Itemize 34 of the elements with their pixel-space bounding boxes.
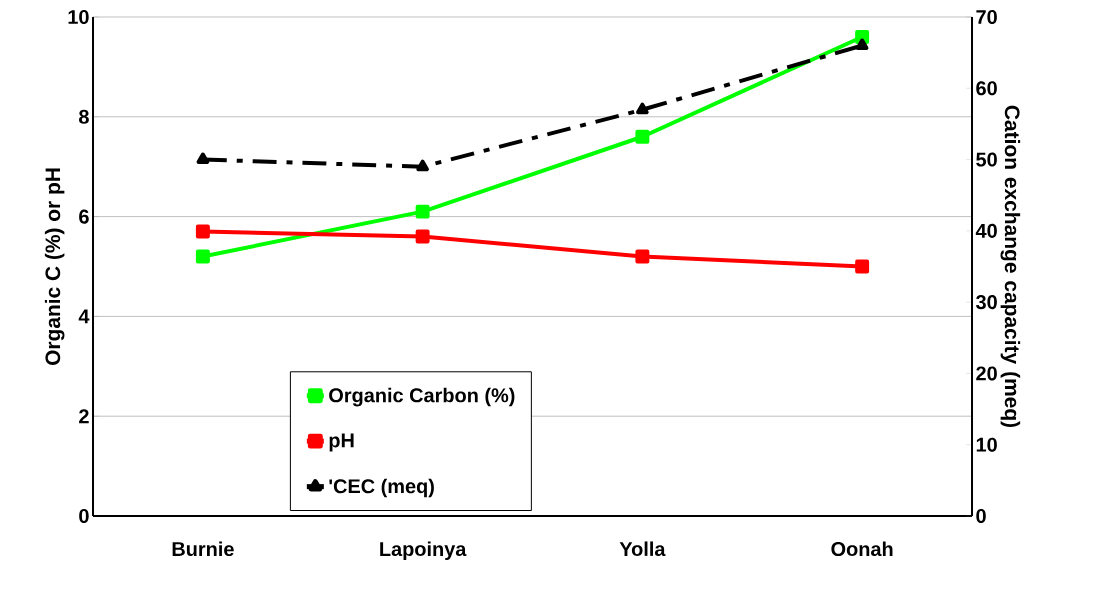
x-tick-label: Yolla <box>619 541 666 557</box>
point <box>415 229 430 244</box>
x-tick-label: Lapoinya <box>380 541 467 561</box>
y2-tick-label: 30 <box>975 295 997 310</box>
y2-tick-label: 10 <box>976 437 997 452</box>
y-tick-label: 8 <box>79 109 89 124</box>
x-tick-label: Burnie <box>172 541 234 557</box>
point <box>195 249 210 264</box>
y-tick-label: 2 <box>79 409 89 424</box>
y2-axis-title: Cation exchange capacity (meq) <box>1000 105 1021 428</box>
point <box>636 102 649 115</box>
y2-tick-label: 40 <box>975 223 997 238</box>
y2-tick-label: 50 <box>976 152 997 167</box>
point <box>196 152 210 165</box>
y-tick-label: 6 <box>79 209 89 224</box>
y2-tick-label: 0 <box>976 508 986 524</box>
point <box>416 159 429 172</box>
point <box>855 259 870 274</box>
legend-label: 'CEC (meq) <box>329 478 434 498</box>
y-tick-label: 4 <box>78 309 90 324</box>
x-tick-label: Oonah <box>831 541 893 557</box>
point <box>855 38 869 50</box>
y-tick-label: 0 <box>79 508 89 524</box>
point <box>635 129 650 144</box>
y-axis-title: Organic C (%) or pH <box>44 168 65 366</box>
point <box>635 249 650 264</box>
y2-tick-label: 20 <box>976 366 997 381</box>
legend-label: pH <box>329 433 354 452</box>
y-tick-label: 10 <box>68 9 89 25</box>
legend-label: Organic Carbon (%) <box>329 387 515 407</box>
point <box>195 224 210 239</box>
point <box>415 204 430 219</box>
y2-tick-label: 60 <box>976 81 997 96</box>
y2-tick-label: 70 <box>976 9 997 25</box>
